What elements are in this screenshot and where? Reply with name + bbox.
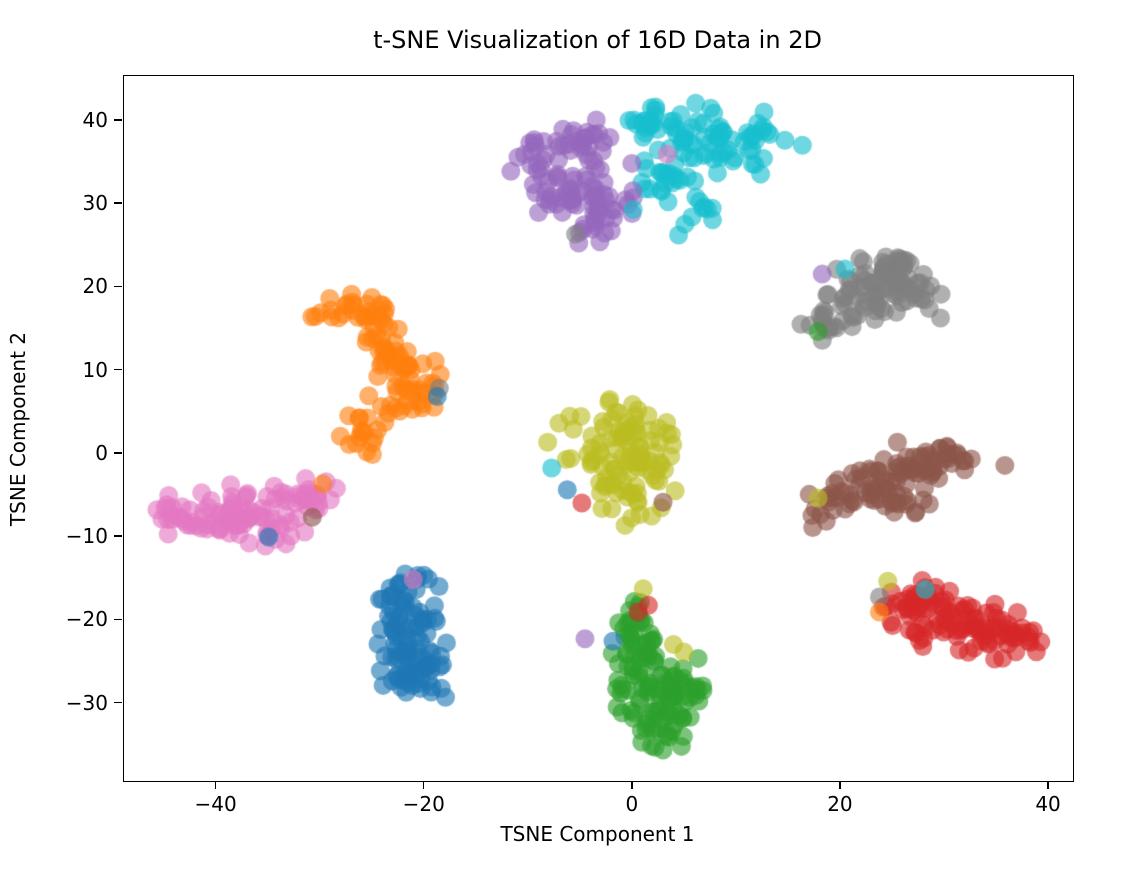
y-tick-mark [114, 368, 122, 371]
x-tick-label: 0 [625, 792, 639, 816]
y-tick-mark [114, 701, 122, 704]
scatter-canvas [124, 76, 1073, 781]
x-tick-mark [631, 781, 633, 789]
x-tick-mark [839, 781, 841, 789]
x-axis-label: TSNE Component 1 [500, 822, 695, 846]
y-tick-label: 10 [82, 357, 108, 382]
x-tick-mark [1047, 781, 1049, 789]
y-tick-mark [114, 119, 122, 121]
y-tick-mark [114, 285, 122, 288]
x-tick-mark [422, 781, 425, 789]
y-tick-label: 40 [82, 107, 108, 132]
x-tick-label: −20 [402, 792, 445, 816]
y-tick-label: −10 [65, 524, 108, 549]
y-tick-mark [114, 202, 122, 204]
y-tick-label: −20 [65, 607, 108, 632]
x-tick-label: −40 [194, 792, 237, 816]
x-tick-mark [214, 781, 217, 789]
x-tick-label: 20 [827, 792, 853, 816]
chart-title: t-SNE Visualization of 16D Data in 2D [373, 26, 822, 54]
y-tick-label: 20 [82, 274, 108, 299]
y-tick-mark [114, 535, 122, 537]
y-tick-label: −30 [65, 690, 108, 715]
y-tick-label: 30 [82, 191, 108, 216]
y-tick-mark [114, 452, 122, 454]
y-axis-label: TSNE Component 2 [6, 331, 30, 527]
y-tick-label: 0 [95, 440, 108, 465]
y-tick-mark [114, 618, 122, 621]
plot-area [123, 75, 1074, 782]
x-tick-label: 40 [1035, 792, 1061, 816]
